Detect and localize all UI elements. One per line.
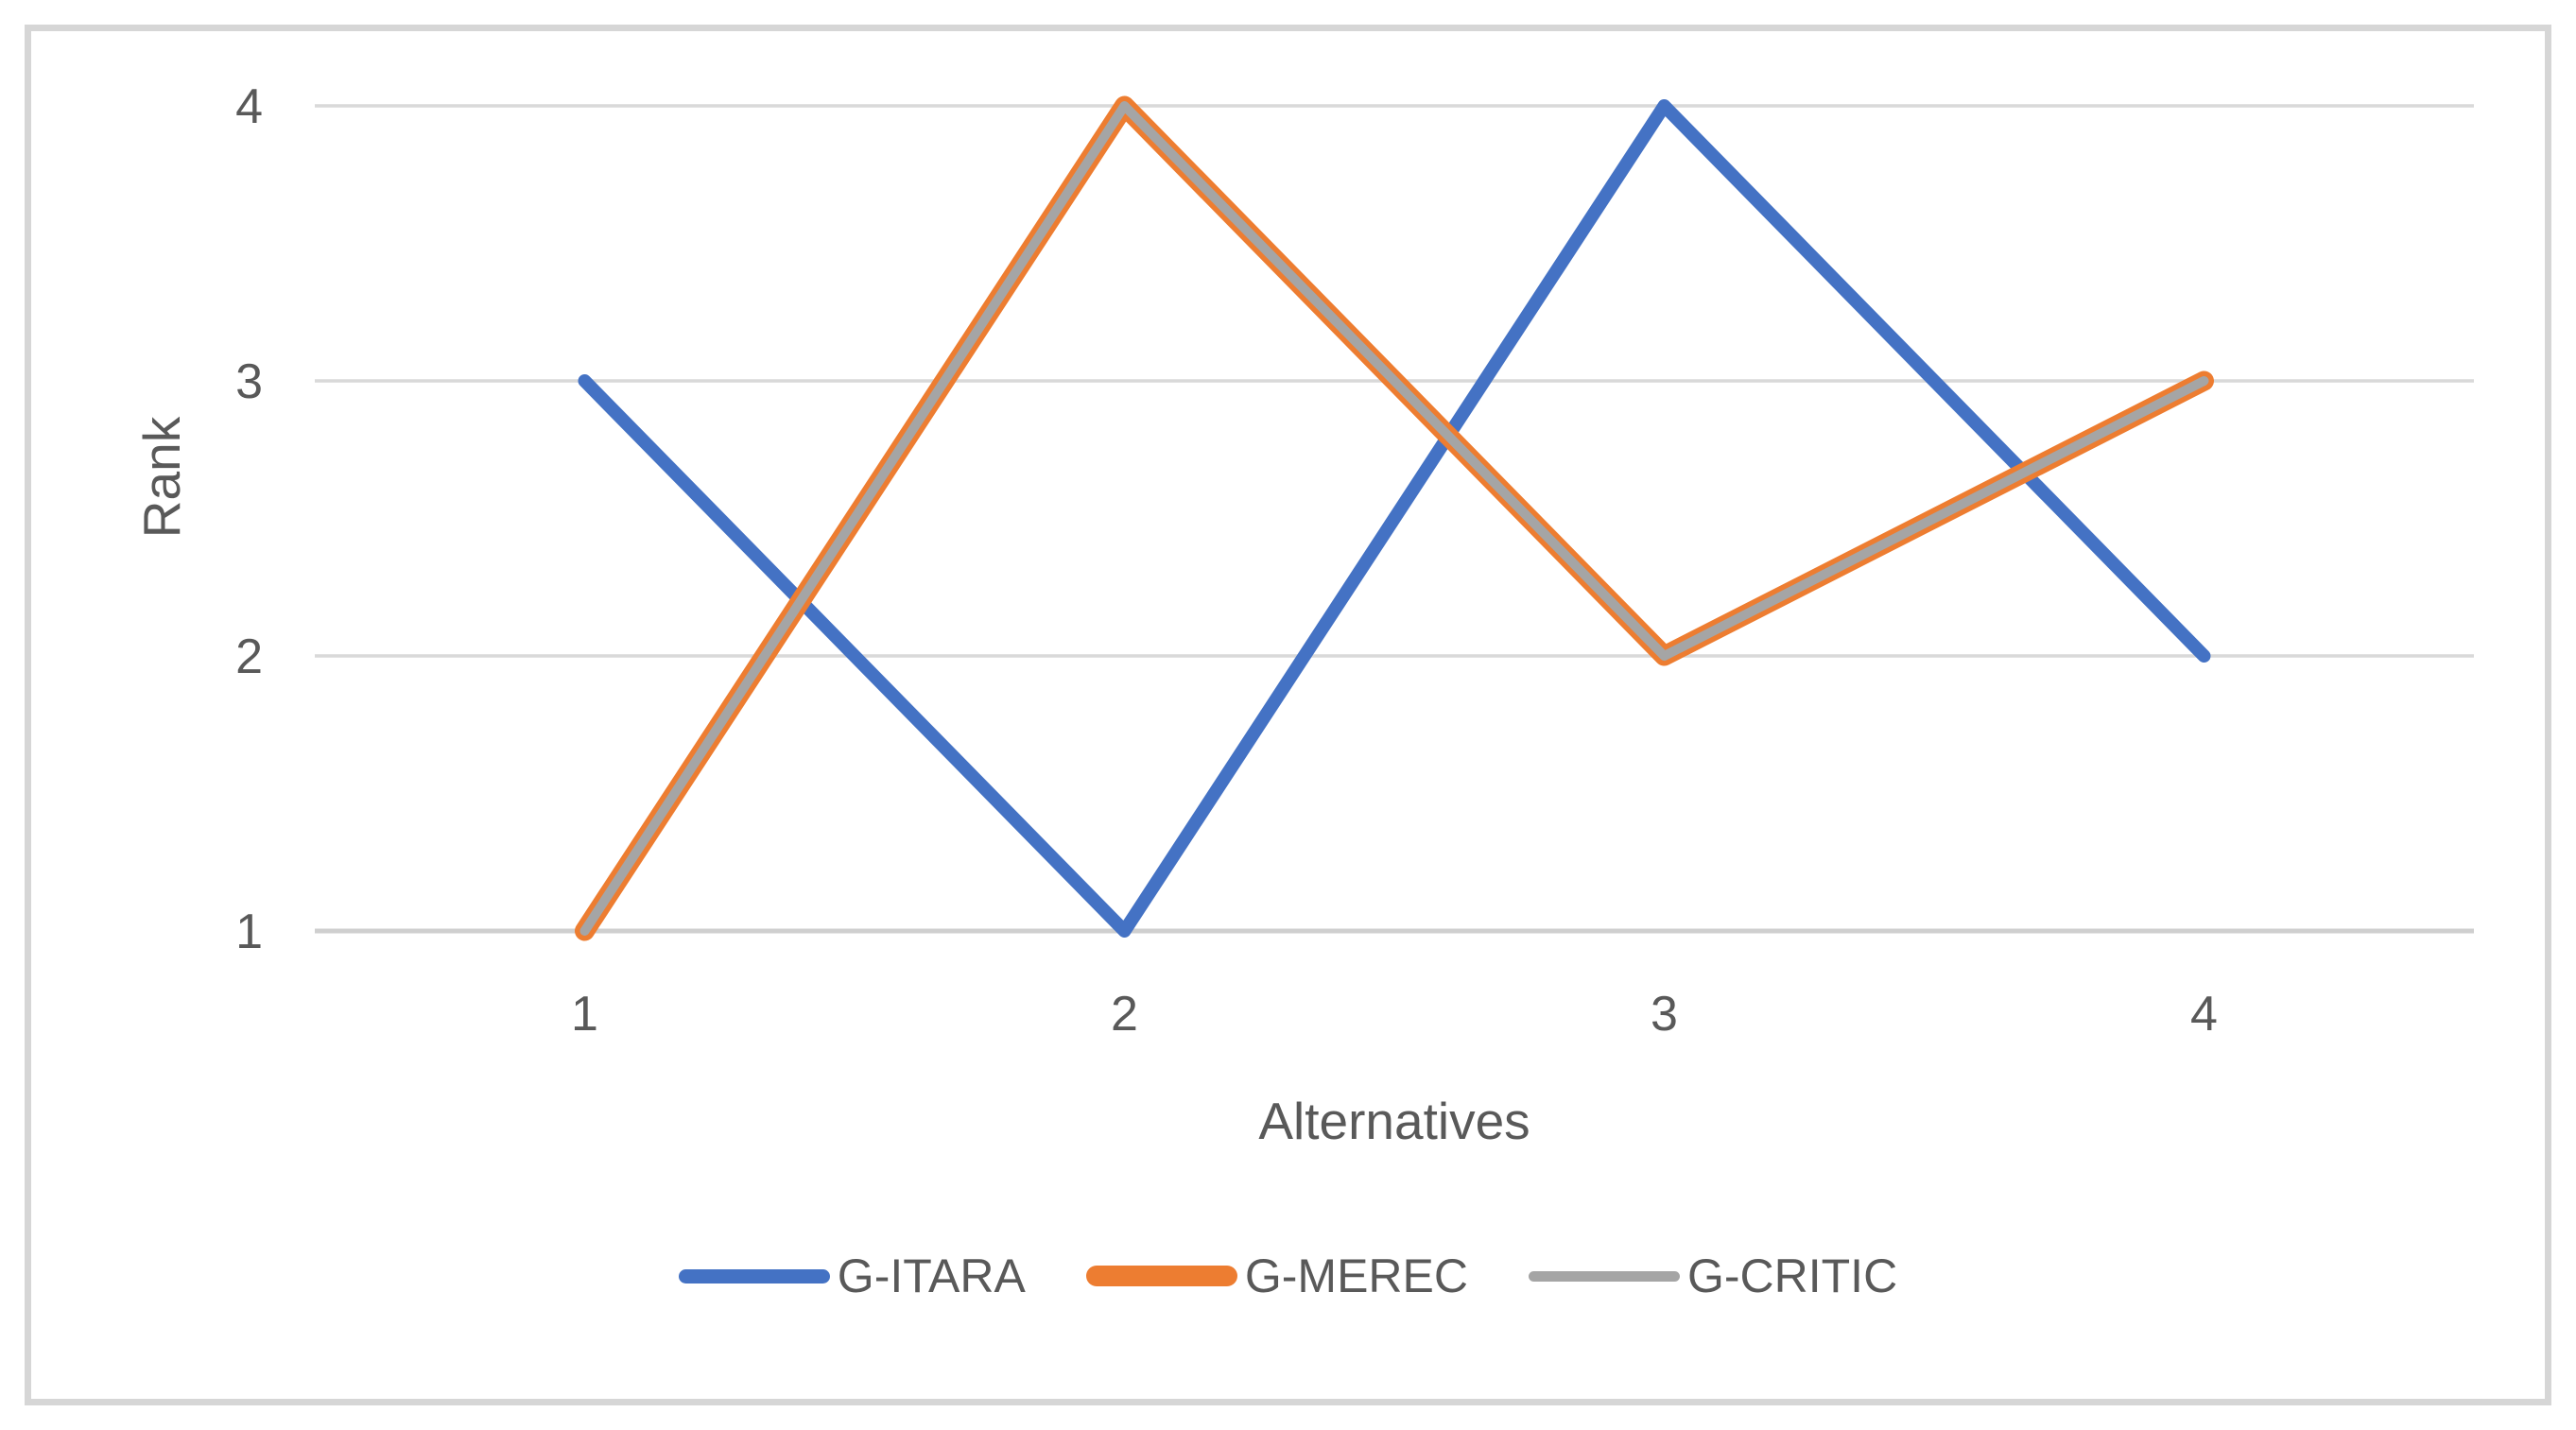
- y-tick-label: 2: [235, 629, 263, 684]
- series-lines: [575, 95, 2214, 941]
- legend-swatch-g-itara: [678, 1268, 830, 1284]
- x-tick-label: 3: [1651, 987, 1678, 1042]
- y-axis-title: Rank: [132, 416, 191, 538]
- y-tick-label: 1: [235, 905, 263, 959]
- y-tick-label: 4: [235, 79, 263, 134]
- series-line-g-critic: [579, 101, 2209, 936]
- legend-item-g-merec: G-MEREC: [1085, 1249, 1468, 1303]
- x-tick-label: 4: [2190, 987, 2218, 1042]
- x-axis-title: Alternatives: [1258, 1092, 1530, 1150]
- legend-item-g-critic: G-CRITIC: [1528, 1249, 1898, 1303]
- series-line-g-itara: [578, 99, 2211, 938]
- legend: G-ITARA G-MEREC G-CRITIC: [0, 1231, 2576, 1321]
- x-tick-labels: 1 2 3 4: [571, 987, 2218, 1042]
- legend-label: G-CRITIC: [1686, 1249, 1898, 1302]
- legend-label: G-MEREC: [1244, 1249, 1468, 1302]
- legend-swatch-g-critic: [1528, 1270, 1680, 1282]
- legend-label: G-ITARA: [837, 1249, 1026, 1302]
- figure-frame: [25, 25, 2551, 1405]
- x-tick-label: 2: [1111, 987, 1138, 1042]
- x-tick-label: 1: [571, 987, 598, 1042]
- legend-item-g-itara: G-ITARA: [678, 1249, 1026, 1303]
- legend-swatch-g-merec: [1085, 1266, 1237, 1286]
- y-tick-labels: 1 2 3 4: [235, 79, 263, 959]
- y-tick-label: 3: [235, 354, 263, 409]
